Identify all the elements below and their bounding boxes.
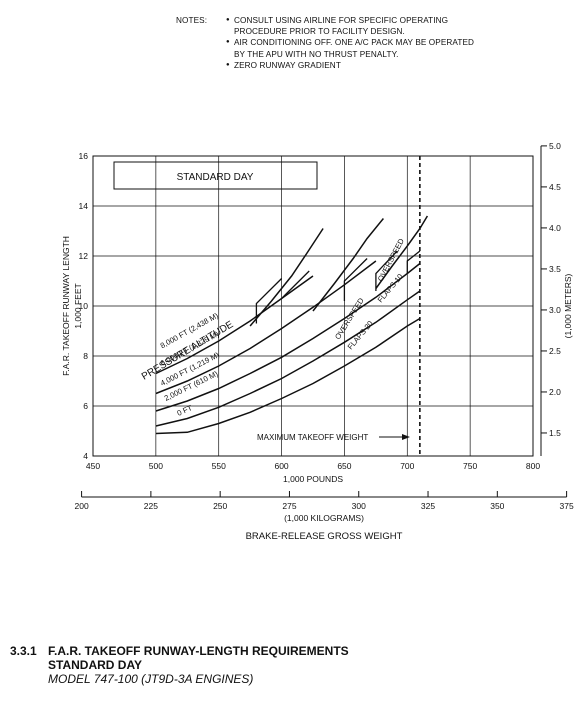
series-line xyxy=(155,290,421,427)
kilograms-tick-label: 200 xyxy=(74,501,88,511)
x-tick-label: 500 xyxy=(149,461,163,471)
standard-day-frame xyxy=(113,161,318,190)
flaps-transition-line xyxy=(343,258,368,301)
meters-tick-label: 4.0 xyxy=(549,223,561,233)
max-takeoff-weight-callout: MAXIMUM TAKEOFF WEIGHT xyxy=(257,433,410,442)
overspeed-branch-line xyxy=(249,228,324,327)
gross-weight-label: BRAKE-RELEASE GROSS WEIGHT xyxy=(246,531,403,542)
x-axis-label: 1,000 POUNDS xyxy=(283,474,343,484)
y-tick-label: 12 xyxy=(79,251,89,261)
notes-header: NOTES: xyxy=(176,16,208,25)
standard-day-box: STANDARD DAY xyxy=(113,161,318,190)
y-axis-label: F.A.R. TAKEOFF RUNWAY LENGTH xyxy=(61,236,71,376)
y-axis-unit: 1,000 FEET xyxy=(73,283,83,328)
x-tick-label: 450 xyxy=(86,461,100,471)
kilograms-tick-label: 325 xyxy=(421,501,435,511)
y-tick-labels: 4 6 8 10 12 14 16 xyxy=(79,151,89,461)
meters-tick-label: 2.0 xyxy=(549,387,561,397)
meters-tick-label: 3.5 xyxy=(549,264,561,274)
overspeed-branches xyxy=(249,215,429,327)
kilograms-tick-label: 275 xyxy=(282,501,296,511)
flaps-transition-line xyxy=(281,270,310,299)
series-line xyxy=(155,262,421,412)
meters-tick-label: 4.5 xyxy=(549,182,561,192)
series-label: 0 FT xyxy=(176,403,194,418)
kilograms-tick-label: 350 xyxy=(490,501,504,511)
standard-day-label: STANDARD DAY xyxy=(177,172,254,183)
meters-tick-label: 3.0 xyxy=(549,305,561,315)
y-tick-label: 16 xyxy=(79,151,89,161)
max-takeoff-weight-arrowhead xyxy=(402,434,410,440)
x-tick-label: 600 xyxy=(274,461,288,471)
kilograms-tick-label: 250 xyxy=(213,501,227,511)
max-takeoff-weight-label: MAXIMUM TAKEOFF WEIGHT xyxy=(257,433,368,442)
chart-series xyxy=(155,260,421,435)
caption-model: MODEL 747-100 (JT9D-3A ENGINES) xyxy=(48,672,254,686)
kilograms-axis: 200 225 250 275 300 325 350 375 xyxy=(74,491,574,511)
meters-axis: 1.5 2.0 2.5 3.0 3.5 4.0 4.5 5.0 xyxy=(540,141,561,456)
y-tick-label: 14 xyxy=(79,201,89,211)
y-tick-label: 4 xyxy=(83,451,88,461)
flaps-transition-line xyxy=(255,278,283,324)
overspeed-branch-line xyxy=(375,215,429,289)
x-tick-label: 700 xyxy=(400,461,414,471)
series-line xyxy=(155,275,314,375)
note-item: ZERO RUNWAY GRADIENT xyxy=(226,60,486,71)
y-tick-label: 6 xyxy=(83,401,88,411)
x2-axis-label: (1,000 KILOGRAMS) xyxy=(284,513,364,523)
caption-subtitle: STANDARD DAY xyxy=(48,658,143,672)
meters-tick-label: 2.5 xyxy=(549,346,561,356)
note-item: AIR CONDITIONING OFF. ONE A/C PACK MAY B… xyxy=(226,37,486,59)
kilograms-tick-label: 375 xyxy=(560,501,574,511)
chart-grid xyxy=(93,156,533,456)
y-tick-label: 8 xyxy=(83,351,88,361)
plot-frame xyxy=(92,155,534,457)
series-line xyxy=(155,317,421,435)
kilograms-tick-label: 300 xyxy=(352,501,366,511)
meters-tick-label: 5.0 xyxy=(549,141,561,151)
section-number: 3.3.1 xyxy=(10,644,37,658)
series-line xyxy=(155,260,377,395)
flaps-transition-line xyxy=(375,250,398,291)
x-tick-labels: 450 500 550 600 650 700 750 800 xyxy=(86,461,540,471)
x-tick-label: 550 xyxy=(212,461,226,471)
y2-axis-label: (1,000 METERS) xyxy=(563,273,573,338)
meters-tick-label: 1.5 xyxy=(549,428,561,438)
flaps-transitions xyxy=(255,250,421,324)
kilograms-tick-label: 225 xyxy=(144,501,158,511)
y-tick-label: 10 xyxy=(79,301,89,311)
note-item: CONSULT USING AIRLINE FOR SPECIFIC OPERA… xyxy=(226,15,486,37)
overspeed-branch-line xyxy=(312,218,384,312)
caption-title: F.A.R. TAKEOFF RUNWAY-LENGTH REQUIREMENT… xyxy=(48,644,349,658)
x-tick-label: 800 xyxy=(526,461,540,471)
x-tick-label: 750 xyxy=(463,461,477,471)
notes-list: CONSULT USING AIRLINE FOR SPECIFIC OPERA… xyxy=(226,15,486,71)
x-tick-label: 650 xyxy=(337,461,351,471)
flaps-transition-line xyxy=(406,250,421,274)
